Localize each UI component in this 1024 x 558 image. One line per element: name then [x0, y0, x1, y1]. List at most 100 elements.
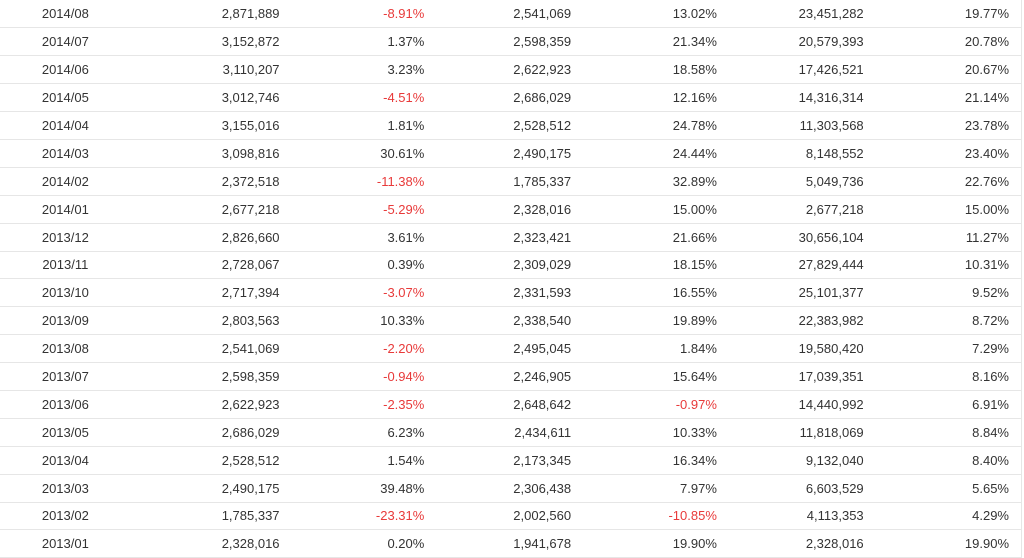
cumulative-cell: 30,656,104	[728, 223, 876, 252]
change-cell: 12.16%	[583, 83, 729, 113]
value-cell: 2,622,923	[130, 390, 290, 419]
cumulative-cell: 27,829,444	[728, 251, 876, 280]
change-cell: -5.29%	[289, 195, 437, 224]
month-cell: 2013/07	[0, 362, 131, 391]
cumulative-cell: 17,426,521	[728, 55, 876, 85]
change-cell: -10.85%	[583, 502, 729, 531]
value-cell: 3,152,872	[130, 27, 290, 57]
change-cell: 8.72%	[875, 306, 1022, 336]
change-cell: 19.90%	[583, 529, 729, 558]
value-cell: 2,434,611	[436, 418, 584, 447]
cumulative-cell: 14,440,992	[728, 390, 876, 419]
table-row: 2013/11 2,728,067 0.39% 2,309,029 18.15% 27,8…	[0, 251, 1022, 280]
change-cell: 1.84%	[583, 334, 729, 364]
month-cell: 2013/08	[0, 334, 131, 364]
value-cell: 2,372,518	[130, 167, 290, 196]
value-cell: 2,598,359	[130, 362, 290, 391]
change-cell: 32.89%	[583, 167, 729, 196]
change-cell: -4.51%	[289, 83, 437, 113]
value-cell: 2,826,660	[130, 223, 290, 252]
table-row: 2013/10 2,717,394 -3.07% 2,331,593 16.55% 25,…	[0, 278, 1022, 308]
change-cell: 19.89%	[583, 306, 729, 336]
value-cell: 2,677,218	[130, 195, 290, 224]
value-cell: 2,528,512	[436, 111, 584, 140]
table-row: 2014/02 2,372,518 -11.38% 1,785,337 32.89% 5,…	[0, 167, 1022, 196]
change-cell: 8.16%	[875, 362, 1022, 391]
value-cell: 2,717,394	[130, 278, 290, 308]
change-cell: 0.20%	[289, 529, 437, 558]
change-cell: -0.94%	[289, 362, 437, 391]
change-cell: 16.34%	[583, 446, 729, 475]
table-row: 2014/04 3,155,016 1.81% 2,528,512 24.78% 11,3…	[0, 111, 1022, 140]
month-cell: 2014/06	[0, 55, 131, 85]
month-cell: 2014/01	[0, 195, 131, 224]
value-cell: 1,941,678	[436, 529, 584, 558]
month-cell: 2013/10	[0, 278, 131, 308]
change-cell: 1.37%	[289, 27, 437, 57]
value-cell: 2,338,540	[436, 306, 584, 336]
value-cell: 2,331,593	[436, 278, 584, 308]
table-row: 2014/01 2,677,218 -5.29% 2,328,016 15.00% 2,6…	[0, 195, 1022, 224]
cumulative-cell: 11,818,069	[728, 418, 876, 447]
change-cell: 30.61%	[289, 139, 437, 168]
change-cell: 18.58%	[583, 55, 729, 85]
change-cell: 23.78%	[875, 111, 1022, 140]
change-cell: 7.97%	[583, 474, 729, 503]
table-row: 2013/05 2,686,029 6.23% 2,434,611 10.33% 11,8…	[0, 418, 1022, 447]
table-row: 2013/03 2,490,175 39.48% 2,306,438 7.97% 6,60…	[0, 474, 1022, 503]
table-row: 2013/04 2,528,512 1.54% 2,173,345 16.34% 9,13…	[0, 446, 1022, 475]
change-cell: -8.91%	[289, 0, 437, 29]
change-cell: 15.64%	[583, 362, 729, 391]
change-cell: 21.34%	[583, 27, 729, 57]
change-cell: 5.65%	[875, 474, 1022, 503]
value-cell: 2,598,359	[436, 27, 584, 57]
change-cell: 21.66%	[583, 223, 729, 252]
cumulative-cell: 20,579,393	[728, 27, 876, 57]
change-cell: 9.52%	[875, 278, 1022, 308]
value-cell: 2,328,016	[130, 529, 290, 558]
value-cell: 2,306,438	[436, 474, 584, 503]
month-cell: 2014/04	[0, 111, 131, 140]
value-cell: 2,490,175	[130, 474, 290, 503]
change-cell: 1.54%	[289, 446, 437, 475]
cumulative-cell: 2,328,016	[728, 529, 876, 558]
change-cell: -11.38%	[289, 167, 437, 196]
cumulative-cell: 23,451,282	[728, 0, 876, 29]
change-cell: 15.00%	[875, 195, 1022, 224]
change-cell: 7.29%	[875, 334, 1022, 364]
cumulative-cell: 19,580,420	[728, 334, 876, 364]
cumulative-cell: 4,113,353	[728, 502, 876, 531]
cumulative-cell: 11,303,568	[728, 111, 876, 140]
month-cell: 2013/04	[0, 446, 131, 475]
value-cell: 3,155,016	[130, 111, 290, 140]
change-cell: -23.31%	[289, 502, 437, 531]
table-row: 2014/03 3,098,816 30.61% 2,490,175 24.44% 8,1…	[0, 139, 1022, 168]
table-row: 2014/08 2,871,889 -8.91% 2,541,069 13.02% 23,…	[0, 0, 1022, 29]
month-cell: 2013/02	[0, 502, 131, 531]
change-cell: 8.84%	[875, 418, 1022, 447]
change-cell: 10.33%	[289, 306, 437, 336]
change-cell: 10.31%	[875, 251, 1022, 280]
table-row: 2014/05 3,012,746 -4.51% 2,686,029 12.16% 14,…	[0, 83, 1022, 113]
change-cell: 23.40%	[875, 139, 1022, 168]
table-row: 2013/02 1,785,337 -23.31% 2,002,560 -10.85% 4…	[0, 502, 1022, 531]
value-cell: 2,528,512	[130, 446, 290, 475]
month-cell: 2013/01	[0, 529, 131, 558]
change-cell: -2.35%	[289, 390, 437, 419]
month-cell: 2013/11	[0, 251, 131, 280]
cumulative-cell: 6,603,529	[728, 474, 876, 503]
value-cell: 2,309,029	[436, 251, 584, 280]
change-cell: 24.78%	[583, 111, 729, 140]
cumulative-cell: 22,383,982	[728, 306, 876, 336]
change-cell: 6.23%	[289, 418, 437, 447]
month-cell: 2014/03	[0, 139, 131, 168]
table-row: 2013/08 2,541,069 -2.20% 2,495,045 1.84% 19,5…	[0, 334, 1022, 364]
change-cell: 4.29%	[875, 502, 1022, 531]
change-cell: 21.14%	[875, 83, 1022, 113]
month-cell: 2013/06	[0, 390, 131, 419]
table-row: 2014/06 3,110,207 3.23% 2,622,923 18.58% 17,4…	[0, 55, 1022, 85]
value-cell: 2,495,045	[436, 334, 584, 364]
change-cell: 20.78%	[875, 27, 1022, 57]
